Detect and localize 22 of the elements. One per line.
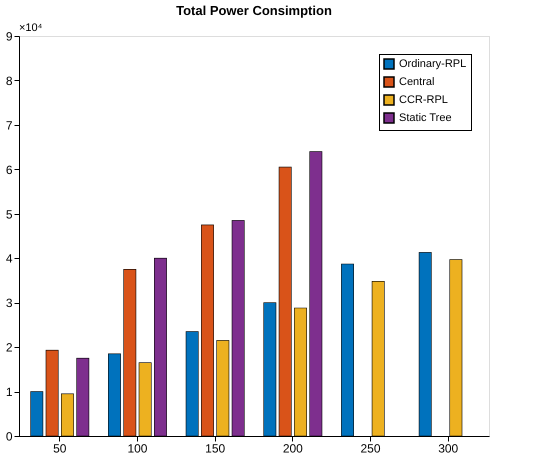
y-tick-label: 8 <box>6 74 13 88</box>
y-tick-label: 1 <box>6 385 13 400</box>
x-tick-label: 150 <box>205 442 226 456</box>
chart-title: Total Power Consimption <box>176 3 332 18</box>
legend-label: Static Tree <box>399 112 452 124</box>
x-tick-label: 100 <box>127 442 148 456</box>
y-tick-label: 7 <box>6 118 13 132</box>
legend-label: Ordinary-RPL <box>399 58 466 70</box>
legend-label: Central <box>399 76 434 88</box>
x-tick-label: 250 <box>360 442 381 456</box>
x-tick-label: 200 <box>282 442 304 456</box>
y-tick-label: 6 <box>6 162 13 177</box>
y-tick-label: 3 <box>6 296 13 310</box>
y-tick-label: 9 <box>6 30 13 44</box>
text: ×10⁴ <box>19 22 43 34</box>
x-tick-label: 50 <box>53 442 67 456</box>
y-tick-label: 2 <box>6 340 13 355</box>
x-tick-label: 300 <box>438 442 459 456</box>
y-tick-label: 0 <box>6 430 13 444</box>
legend-label: CCR-RPL <box>399 94 448 106</box>
y-tick-label: 4 <box>6 252 13 266</box>
y-tick-label: 5 <box>6 207 13 222</box>
